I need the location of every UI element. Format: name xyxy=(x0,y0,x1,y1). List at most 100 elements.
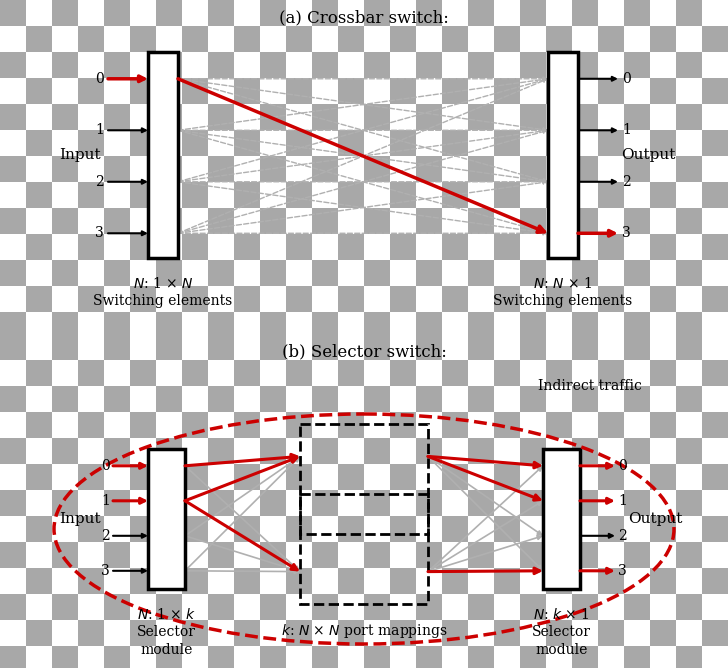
Bar xyxy=(494,464,520,490)
Bar xyxy=(104,646,130,668)
Bar xyxy=(546,182,572,208)
Bar xyxy=(78,78,104,104)
Text: 2: 2 xyxy=(618,529,627,543)
Bar xyxy=(156,208,182,234)
Bar xyxy=(572,438,598,464)
Bar xyxy=(338,568,364,594)
Bar xyxy=(702,286,728,312)
Bar xyxy=(546,568,572,594)
Bar xyxy=(546,516,572,542)
Bar xyxy=(390,182,416,208)
Bar xyxy=(598,516,624,542)
Text: Indirect traffic: Indirect traffic xyxy=(538,379,642,393)
Bar xyxy=(702,182,728,208)
Bar xyxy=(572,260,598,286)
Bar xyxy=(26,26,52,52)
Bar xyxy=(598,130,624,156)
Bar xyxy=(260,156,286,182)
Bar xyxy=(338,234,364,260)
Bar xyxy=(286,516,312,542)
Bar xyxy=(52,260,78,286)
Text: Input: Input xyxy=(59,148,100,162)
Bar xyxy=(104,156,130,182)
Bar xyxy=(0,542,26,568)
Bar xyxy=(364,438,390,464)
Bar xyxy=(338,130,364,156)
Bar xyxy=(598,360,624,386)
Bar xyxy=(130,130,156,156)
Bar xyxy=(130,26,156,52)
Text: 0: 0 xyxy=(622,71,630,86)
Bar xyxy=(442,338,468,364)
Bar xyxy=(208,260,234,286)
Bar xyxy=(182,412,208,438)
Bar xyxy=(546,620,572,646)
Bar xyxy=(702,78,728,104)
Bar xyxy=(676,260,702,286)
Bar xyxy=(182,568,208,594)
Bar xyxy=(598,568,624,594)
Bar xyxy=(598,234,624,260)
Bar xyxy=(416,104,442,130)
Bar xyxy=(156,52,182,78)
Bar xyxy=(234,568,260,594)
Bar xyxy=(442,516,468,542)
Bar xyxy=(130,412,156,438)
Text: Switching elements: Switching elements xyxy=(93,294,233,308)
Bar xyxy=(650,338,676,364)
Bar xyxy=(390,78,416,104)
Bar xyxy=(520,386,546,412)
Bar xyxy=(520,208,546,234)
Bar xyxy=(208,646,234,668)
Bar xyxy=(364,104,390,130)
Bar xyxy=(52,104,78,130)
Bar xyxy=(468,646,494,668)
Bar xyxy=(442,26,468,52)
Text: 3: 3 xyxy=(618,564,627,578)
Bar xyxy=(416,490,442,516)
Bar xyxy=(364,386,390,412)
Bar xyxy=(390,286,416,312)
Bar xyxy=(260,594,286,620)
Bar xyxy=(52,156,78,182)
Bar xyxy=(286,568,312,594)
Text: 3: 3 xyxy=(622,226,630,240)
Bar xyxy=(494,516,520,542)
Bar xyxy=(650,360,676,386)
Bar xyxy=(598,286,624,312)
Bar xyxy=(104,260,130,286)
Bar xyxy=(390,516,416,542)
Bar xyxy=(676,156,702,182)
Bar xyxy=(78,338,104,364)
Bar xyxy=(520,542,546,568)
Text: 1: 1 xyxy=(95,124,104,138)
Bar xyxy=(312,0,338,26)
Bar xyxy=(624,312,650,338)
Bar xyxy=(312,208,338,234)
Bar xyxy=(0,646,26,668)
Bar xyxy=(702,620,728,646)
Bar xyxy=(676,52,702,78)
Bar xyxy=(598,464,624,490)
Bar xyxy=(260,490,286,516)
Text: Switching elements: Switching elements xyxy=(494,294,633,308)
Bar xyxy=(260,646,286,668)
Bar xyxy=(26,182,52,208)
Bar xyxy=(78,234,104,260)
Bar xyxy=(442,412,468,438)
Bar xyxy=(702,234,728,260)
Bar xyxy=(598,78,624,104)
Bar xyxy=(624,104,650,130)
Bar xyxy=(182,286,208,312)
Bar xyxy=(364,0,390,26)
Bar xyxy=(364,156,390,182)
Bar xyxy=(442,78,468,104)
Bar xyxy=(286,130,312,156)
Bar xyxy=(0,386,26,412)
Bar xyxy=(650,182,676,208)
Bar xyxy=(598,182,624,208)
Bar xyxy=(286,286,312,312)
Bar xyxy=(442,130,468,156)
Bar xyxy=(338,286,364,312)
Text: $N$: 1 × $k$: $N$: 1 × $k$ xyxy=(137,607,196,622)
